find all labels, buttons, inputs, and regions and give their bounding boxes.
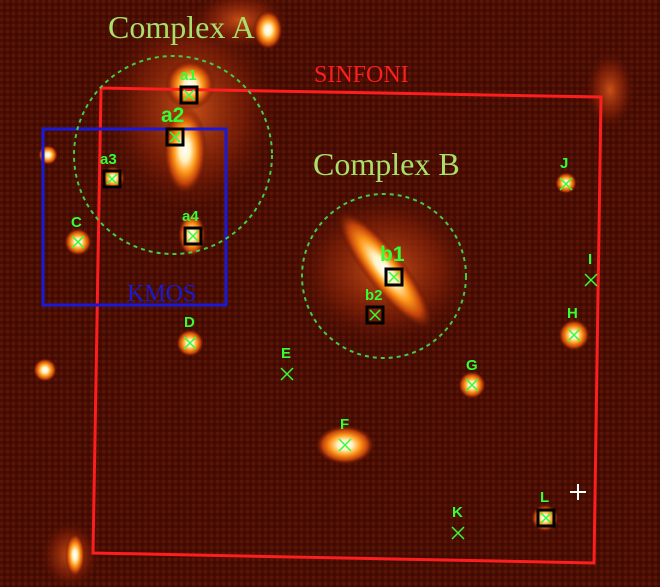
label-a2: a2	[161, 104, 184, 127]
label-h: H	[567, 305, 578, 322]
label-c: C	[71, 214, 82, 231]
label-k: K	[452, 504, 463, 521]
cross-e	[280, 367, 294, 381]
cross-d	[183, 336, 197, 350]
label-a3: a3	[100, 151, 117, 168]
complex-b-circle	[301, 193, 467, 359]
label-b1: b1	[380, 243, 405, 266]
cross-c	[71, 235, 85, 249]
complex-a-circle	[73, 55, 273, 255]
box-a2	[165, 127, 185, 147]
label-g: G	[466, 357, 478, 374]
box-l	[536, 508, 556, 528]
cross-i	[584, 273, 598, 287]
label-b2: b2	[365, 287, 383, 304]
label-a1: a1	[180, 67, 197, 84]
cross-k	[451, 526, 465, 540]
inner-crosses	[106, 89, 552, 524]
label-a4: a4	[182, 208, 199, 225]
box-b2	[365, 305, 385, 325]
sinfoni-label: SINFONI	[314, 62, 409, 88]
label-e: E	[281, 345, 291, 362]
label-i: I	[588, 251, 592, 268]
box-b1	[384, 267, 404, 287]
box-a3	[102, 169, 122, 189]
sinfoni-field-box	[91, 86, 603, 565]
kmos-field-box	[41, 127, 228, 307]
boxed-source-markers	[102, 85, 556, 528]
kmos-label: KMOS	[127, 281, 196, 307]
cross-g	[465, 378, 479, 392]
cross-j	[559, 177, 573, 191]
complex-a-label: Complex A	[108, 9, 255, 45]
cross-f	[338, 438, 352, 452]
label-l: L	[540, 489, 549, 506]
complex-b-label: Complex B	[313, 146, 460, 182]
source-crosses	[71, 177, 598, 540]
box-a1	[179, 85, 199, 105]
label-j: J	[560, 155, 568, 172]
box-a4	[183, 226, 203, 246]
label-f: F	[340, 416, 349, 433]
white-plus-marker	[570, 484, 586, 500]
cross-h	[567, 328, 581, 342]
label-d: D	[184, 314, 195, 331]
